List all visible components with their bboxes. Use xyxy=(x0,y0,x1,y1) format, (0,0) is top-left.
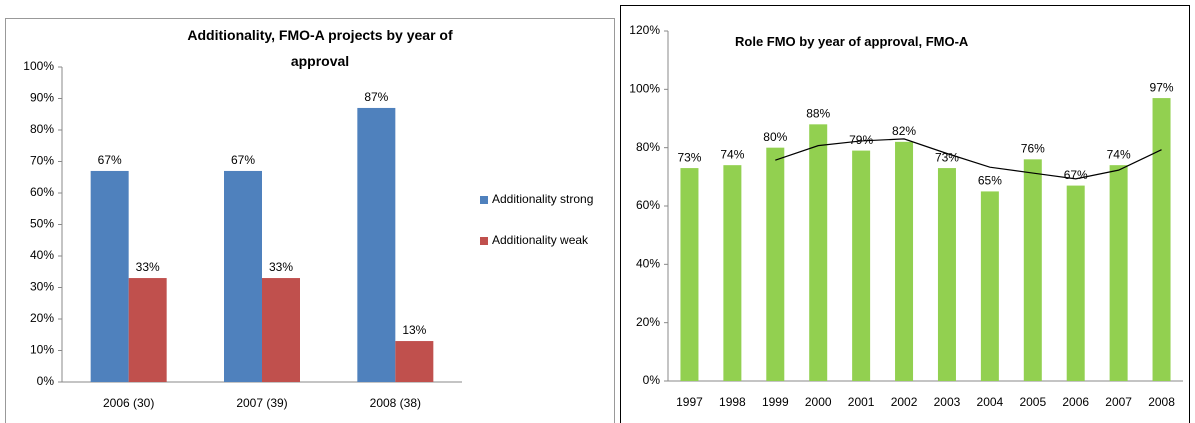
bar xyxy=(128,278,167,382)
data-label: 73% xyxy=(677,150,701,164)
bar xyxy=(1152,98,1171,381)
data-label: 73% xyxy=(935,150,959,164)
data-label: 67% xyxy=(231,153,255,167)
y-tick-label: 60% xyxy=(636,198,660,212)
legend-label: Additionality strong xyxy=(492,192,593,206)
bar xyxy=(1066,185,1085,381)
data-label: 79% xyxy=(849,133,873,147)
y-tick-label: 40% xyxy=(636,257,660,271)
x-tick-label: 2004 xyxy=(977,395,1004,409)
bar xyxy=(357,107,396,382)
y-tick-label: 0% xyxy=(643,373,661,387)
x-tick-label: 2007 (39) xyxy=(236,396,287,410)
y-tick-label: 80% xyxy=(30,122,54,136)
x-tick-label: 2002 xyxy=(891,395,918,409)
trend-line xyxy=(775,138,1162,180)
bar xyxy=(937,168,956,381)
data-label: 97% xyxy=(1150,80,1174,94)
x-tick-label: 1999 xyxy=(762,395,789,409)
data-label: 74% xyxy=(1107,147,1131,161)
x-tick-label: 2008 xyxy=(1148,395,1175,409)
chart-frame xyxy=(5,18,615,423)
legend-swatch xyxy=(480,237,488,245)
y-tick-label: 80% xyxy=(636,140,660,154)
y-tick-label: 0% xyxy=(37,374,55,388)
y-tick-label: 100% xyxy=(23,59,54,73)
bar xyxy=(723,165,742,381)
x-tick-label: 2007 xyxy=(1105,395,1132,409)
x-tick-label: 1998 xyxy=(719,395,746,409)
data-label: 67% xyxy=(1064,168,1088,182)
data-label: 33% xyxy=(269,260,293,274)
data-label: 67% xyxy=(98,153,122,167)
bar xyxy=(809,124,828,381)
bar xyxy=(224,170,262,382)
y-tick-label: 20% xyxy=(636,315,660,329)
legend-label: Additionality weak xyxy=(492,233,589,247)
data-label: 87% xyxy=(364,90,388,104)
bar xyxy=(1023,159,1042,381)
bar xyxy=(1109,165,1128,381)
bar xyxy=(895,141,914,381)
x-tick-label: 2008 (38) xyxy=(370,396,421,410)
bar xyxy=(852,150,871,381)
y-tick-label: 40% xyxy=(30,248,54,262)
x-tick-label: 2001 xyxy=(848,395,875,409)
bar xyxy=(766,147,785,381)
y-tick-label: 30% xyxy=(30,280,54,294)
bar xyxy=(395,341,434,382)
y-tick-label: 60% xyxy=(30,185,54,199)
data-label: 13% xyxy=(402,323,426,337)
data-label: 88% xyxy=(806,107,830,121)
bar xyxy=(680,168,699,381)
x-tick-label: 1997 xyxy=(676,395,703,409)
data-label: 80% xyxy=(763,130,787,144)
data-label: 65% xyxy=(978,174,1002,188)
y-tick-label: 100% xyxy=(629,82,660,96)
y-tick-label: 70% xyxy=(30,154,54,168)
chart-frame xyxy=(620,5,1190,423)
x-tick-label: 2006 xyxy=(1062,395,1089,409)
x-tick-label: 2003 xyxy=(934,395,961,409)
y-tick-label: 50% xyxy=(30,217,54,231)
x-tick-label: 2006 (30) xyxy=(103,396,154,410)
data-label: 76% xyxy=(1021,142,1045,156)
data-label: 82% xyxy=(892,124,916,138)
x-tick-label: 2005 xyxy=(1019,395,1046,409)
y-tick-label: 10% xyxy=(30,343,54,357)
legend-swatch xyxy=(480,196,488,204)
x-tick-label: 2000 xyxy=(805,395,832,409)
y-tick-label: 90% xyxy=(30,91,54,105)
chart-title: Additionality, FMO-A projects by year of… xyxy=(187,27,453,69)
chart-title: Role FMO by year of approval, FMO-A xyxy=(735,34,969,49)
y-tick-label: 20% xyxy=(30,311,54,325)
y-tick-label: 120% xyxy=(629,23,660,37)
data-label: 33% xyxy=(136,260,160,274)
bar xyxy=(980,191,999,381)
bar xyxy=(262,278,300,382)
data-label: 74% xyxy=(720,147,744,161)
bar xyxy=(90,170,129,382)
